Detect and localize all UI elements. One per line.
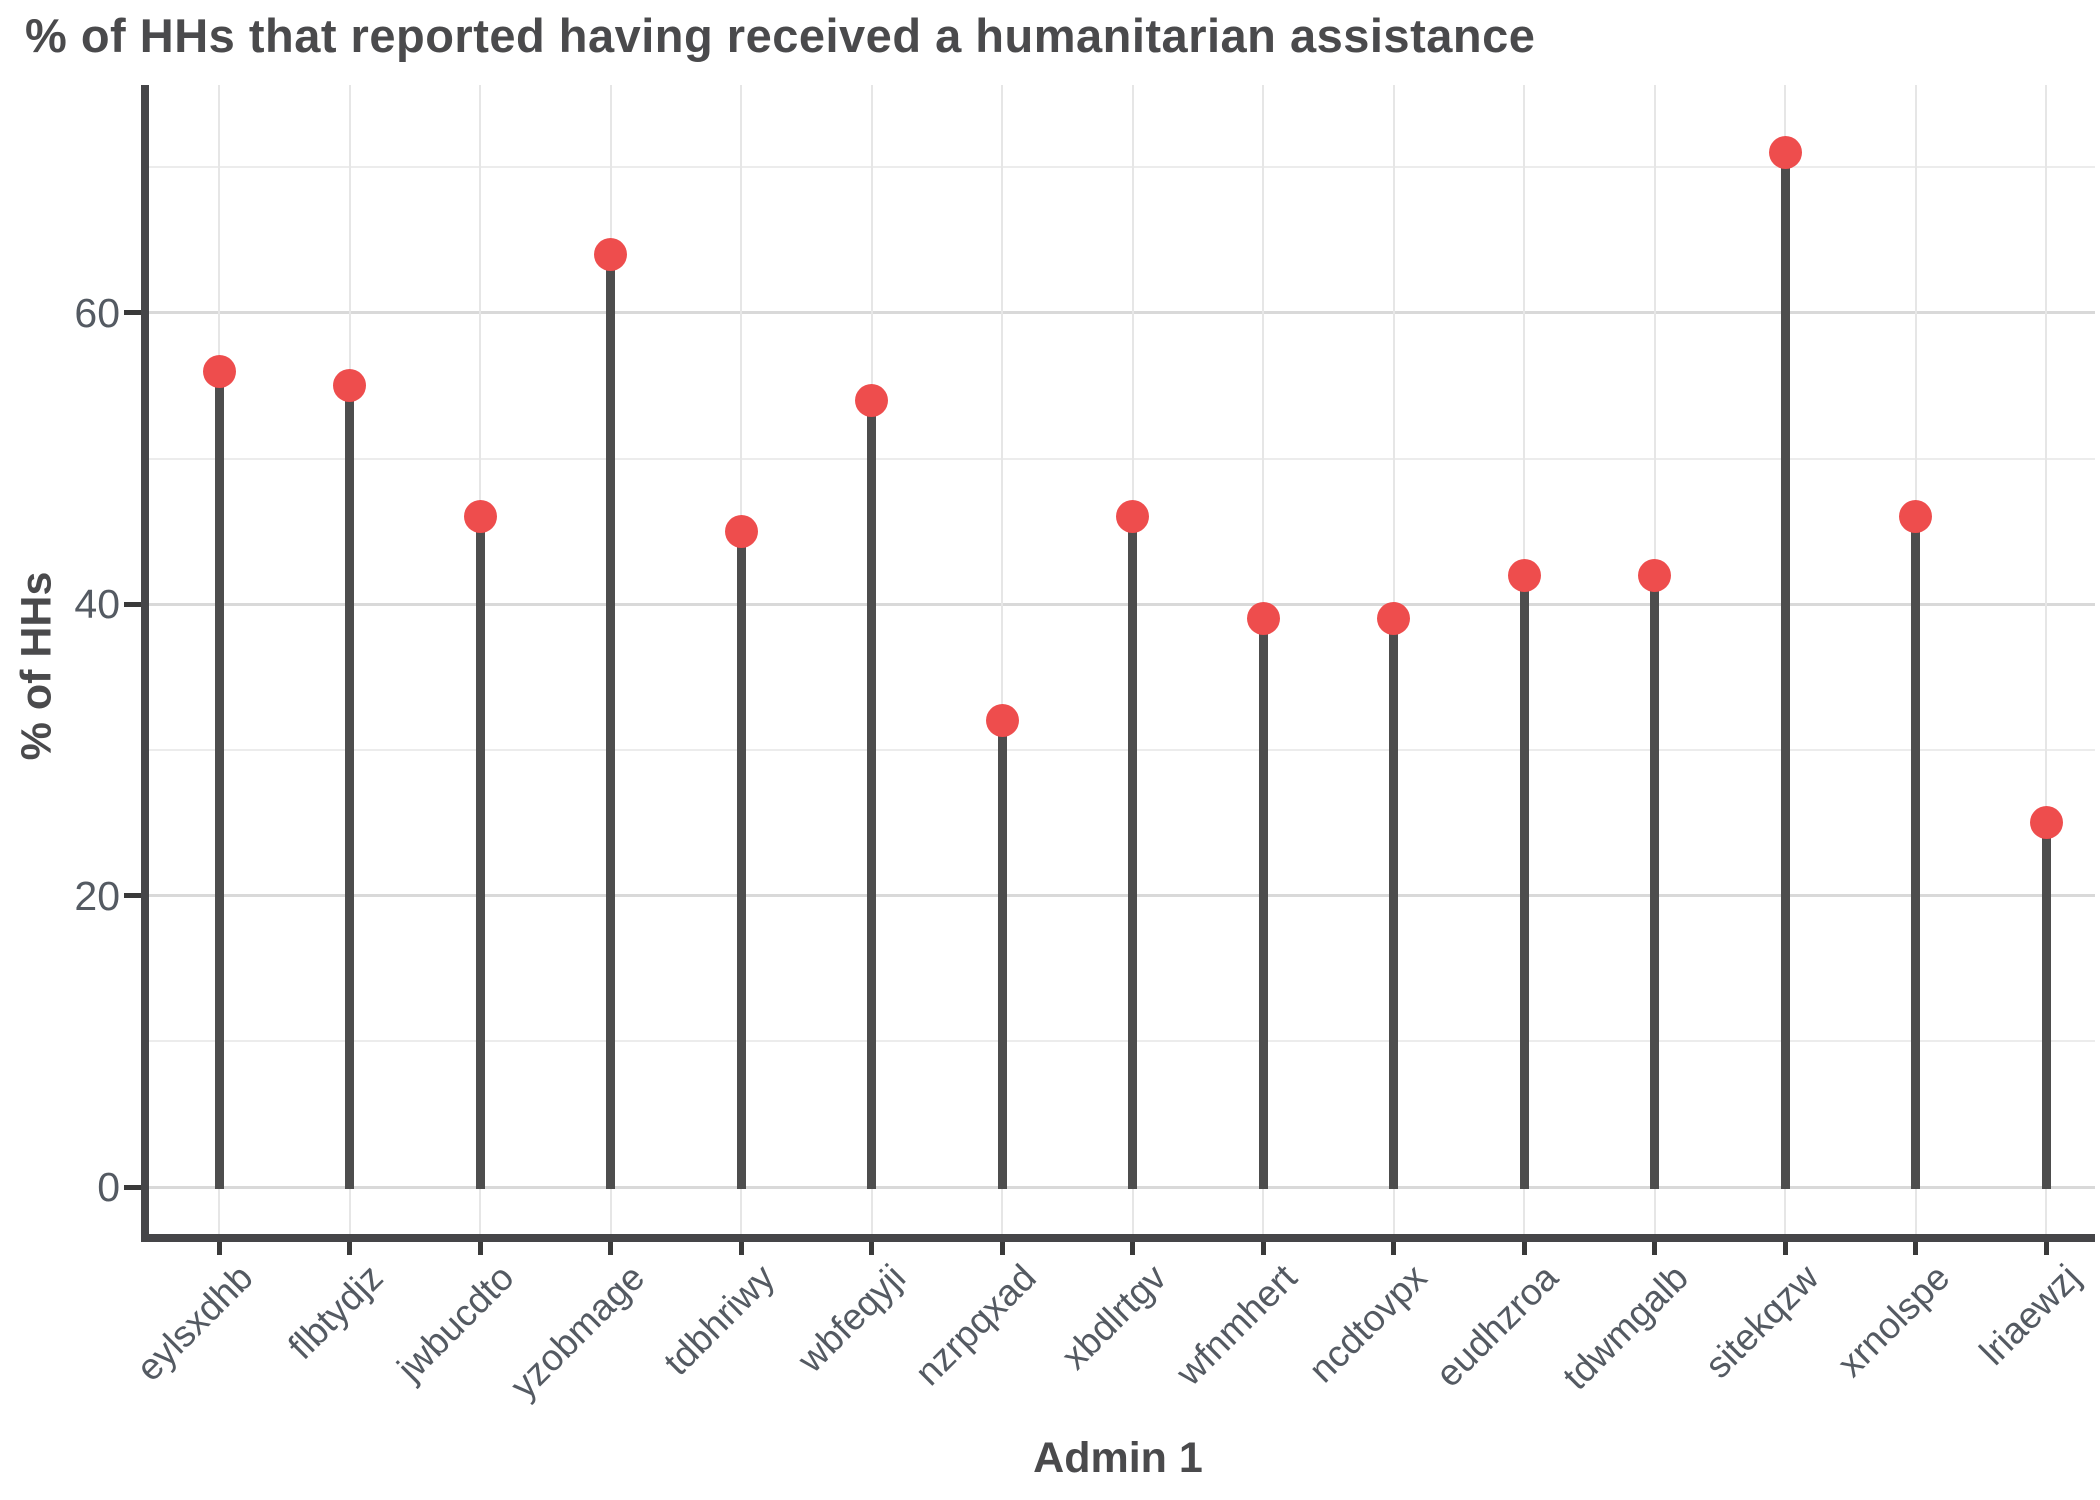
gridline-vertical <box>2045 85 2047 1234</box>
gridline-minor <box>149 748 2095 751</box>
lollipop-stem <box>1911 516 1920 1189</box>
gridline-vertical <box>1001 85 1003 1234</box>
y-tick-label: 40 <box>74 581 120 628</box>
lollipop-point <box>202 354 236 388</box>
gridline-minor <box>149 1040 2095 1043</box>
lollipop-point <box>1768 136 1802 170</box>
lollipop-stem <box>1780 152 1790 1189</box>
x-tick-label: sitekqzw <box>1697 1256 1827 1386</box>
lollipop-stem <box>1258 618 1268 1189</box>
x-tick-mark <box>477 1242 483 1255</box>
lollipop-point <box>2029 806 2063 840</box>
lollipop-stem <box>475 516 485 1189</box>
lollipop-point <box>1246 602 1280 636</box>
lollipop-stem <box>2041 822 2051 1189</box>
lollipop-stem <box>1128 516 1137 1189</box>
x-tick-mark <box>347 1242 352 1255</box>
y-axis-line <box>141 85 149 1242</box>
lollipop-stem <box>606 254 615 1189</box>
lollipop-stem <box>1650 575 1659 1189</box>
lollipop-stem <box>997 720 1007 1189</box>
gridline-major <box>149 1185 2095 1189</box>
x-tick-label: yzobmage <box>502 1256 653 1407</box>
y-tick-label: 0 <box>97 1164 120 1210</box>
x-tick-label: flbtydjz <box>280 1256 392 1368</box>
lollipop-stem <box>736 531 746 1189</box>
lollipop-point <box>724 514 758 548</box>
lollipop-stem <box>1389 618 1398 1189</box>
chart-title: % of HHs that reported having received a… <box>25 9 1536 62</box>
x-tick-mark <box>738 1242 744 1255</box>
x-tick-mark <box>1521 1242 1527 1255</box>
lollipop-point <box>1507 558 1541 592</box>
x-tick-label: nzrpqxad <box>906 1256 1044 1394</box>
gridline-major <box>149 311 2095 315</box>
x-axis-line <box>141 1234 2095 1242</box>
lollipop-point <box>594 238 627 272</box>
lollipop-point <box>1638 558 1671 592</box>
lollipop-point <box>855 383 888 417</box>
x-tick-label: tdbhriwy <box>656 1256 783 1384</box>
gridline-major <box>149 602 2095 606</box>
x-tick-mark <box>869 1242 874 1255</box>
lollipop-stem <box>214 371 224 1189</box>
x-tick-label: wbfeqyji <box>789 1256 914 1381</box>
y-tick-label: 20 <box>74 872 120 919</box>
x-axis-title: Admin 1 <box>1033 1434 1203 1482</box>
lollipop-point <box>1116 500 1149 534</box>
x-tick-mark <box>2043 1242 2049 1255</box>
x-tick-label: tdwmgalb <box>1555 1256 1697 1398</box>
x-tick-mark <box>1782 1242 1788 1255</box>
x-tick-mark <box>999 1242 1005 1255</box>
y-tick-label: 60 <box>74 289 120 336</box>
lollipop-point <box>1377 602 1410 636</box>
gridline-minor <box>149 457 2095 460</box>
lollipop-point <box>333 369 366 403</box>
x-tick-label: xrnolspe <box>1829 1256 1958 1385</box>
gridline-minor <box>149 166 2095 169</box>
x-tick-label: xbdlrtgv <box>1053 1256 1175 1378</box>
x-tick-mark <box>1913 1242 1918 1255</box>
x-tick-label: wfnmhert <box>1167 1256 1305 1394</box>
lollipop-stem <box>1519 575 1529 1189</box>
x-tick-mark <box>608 1242 613 1255</box>
x-tick-mark <box>1260 1242 1266 1255</box>
y-tick-mark <box>124 310 141 316</box>
y-tick-mark <box>124 1184 141 1190</box>
x-tick-label: jwbucdto <box>389 1256 522 1389</box>
x-tick-label: eylsxdhb <box>128 1256 261 1389</box>
lollipop-point <box>985 704 1019 738</box>
x-tick-mark <box>216 1242 222 1255</box>
x-tick-mark <box>1391 1242 1396 1255</box>
lollipop-stem <box>867 400 876 1189</box>
x-tick-mark <box>1130 1242 1135 1255</box>
x-tick-label: eudhzroa <box>1427 1256 1566 1395</box>
y-tick-mark <box>124 893 141 899</box>
gridline-major <box>149 894 2095 898</box>
lollipop-point <box>463 500 497 534</box>
y-tick-mark <box>124 601 141 607</box>
lollipop-point <box>1899 500 1932 534</box>
x-tick-label: ncdtovpx <box>1301 1256 1436 1391</box>
x-tick-label: lriaewzj <box>1971 1256 2088 1373</box>
lollipop-stem <box>345 385 354 1189</box>
x-tick-mark <box>1652 1242 1657 1255</box>
